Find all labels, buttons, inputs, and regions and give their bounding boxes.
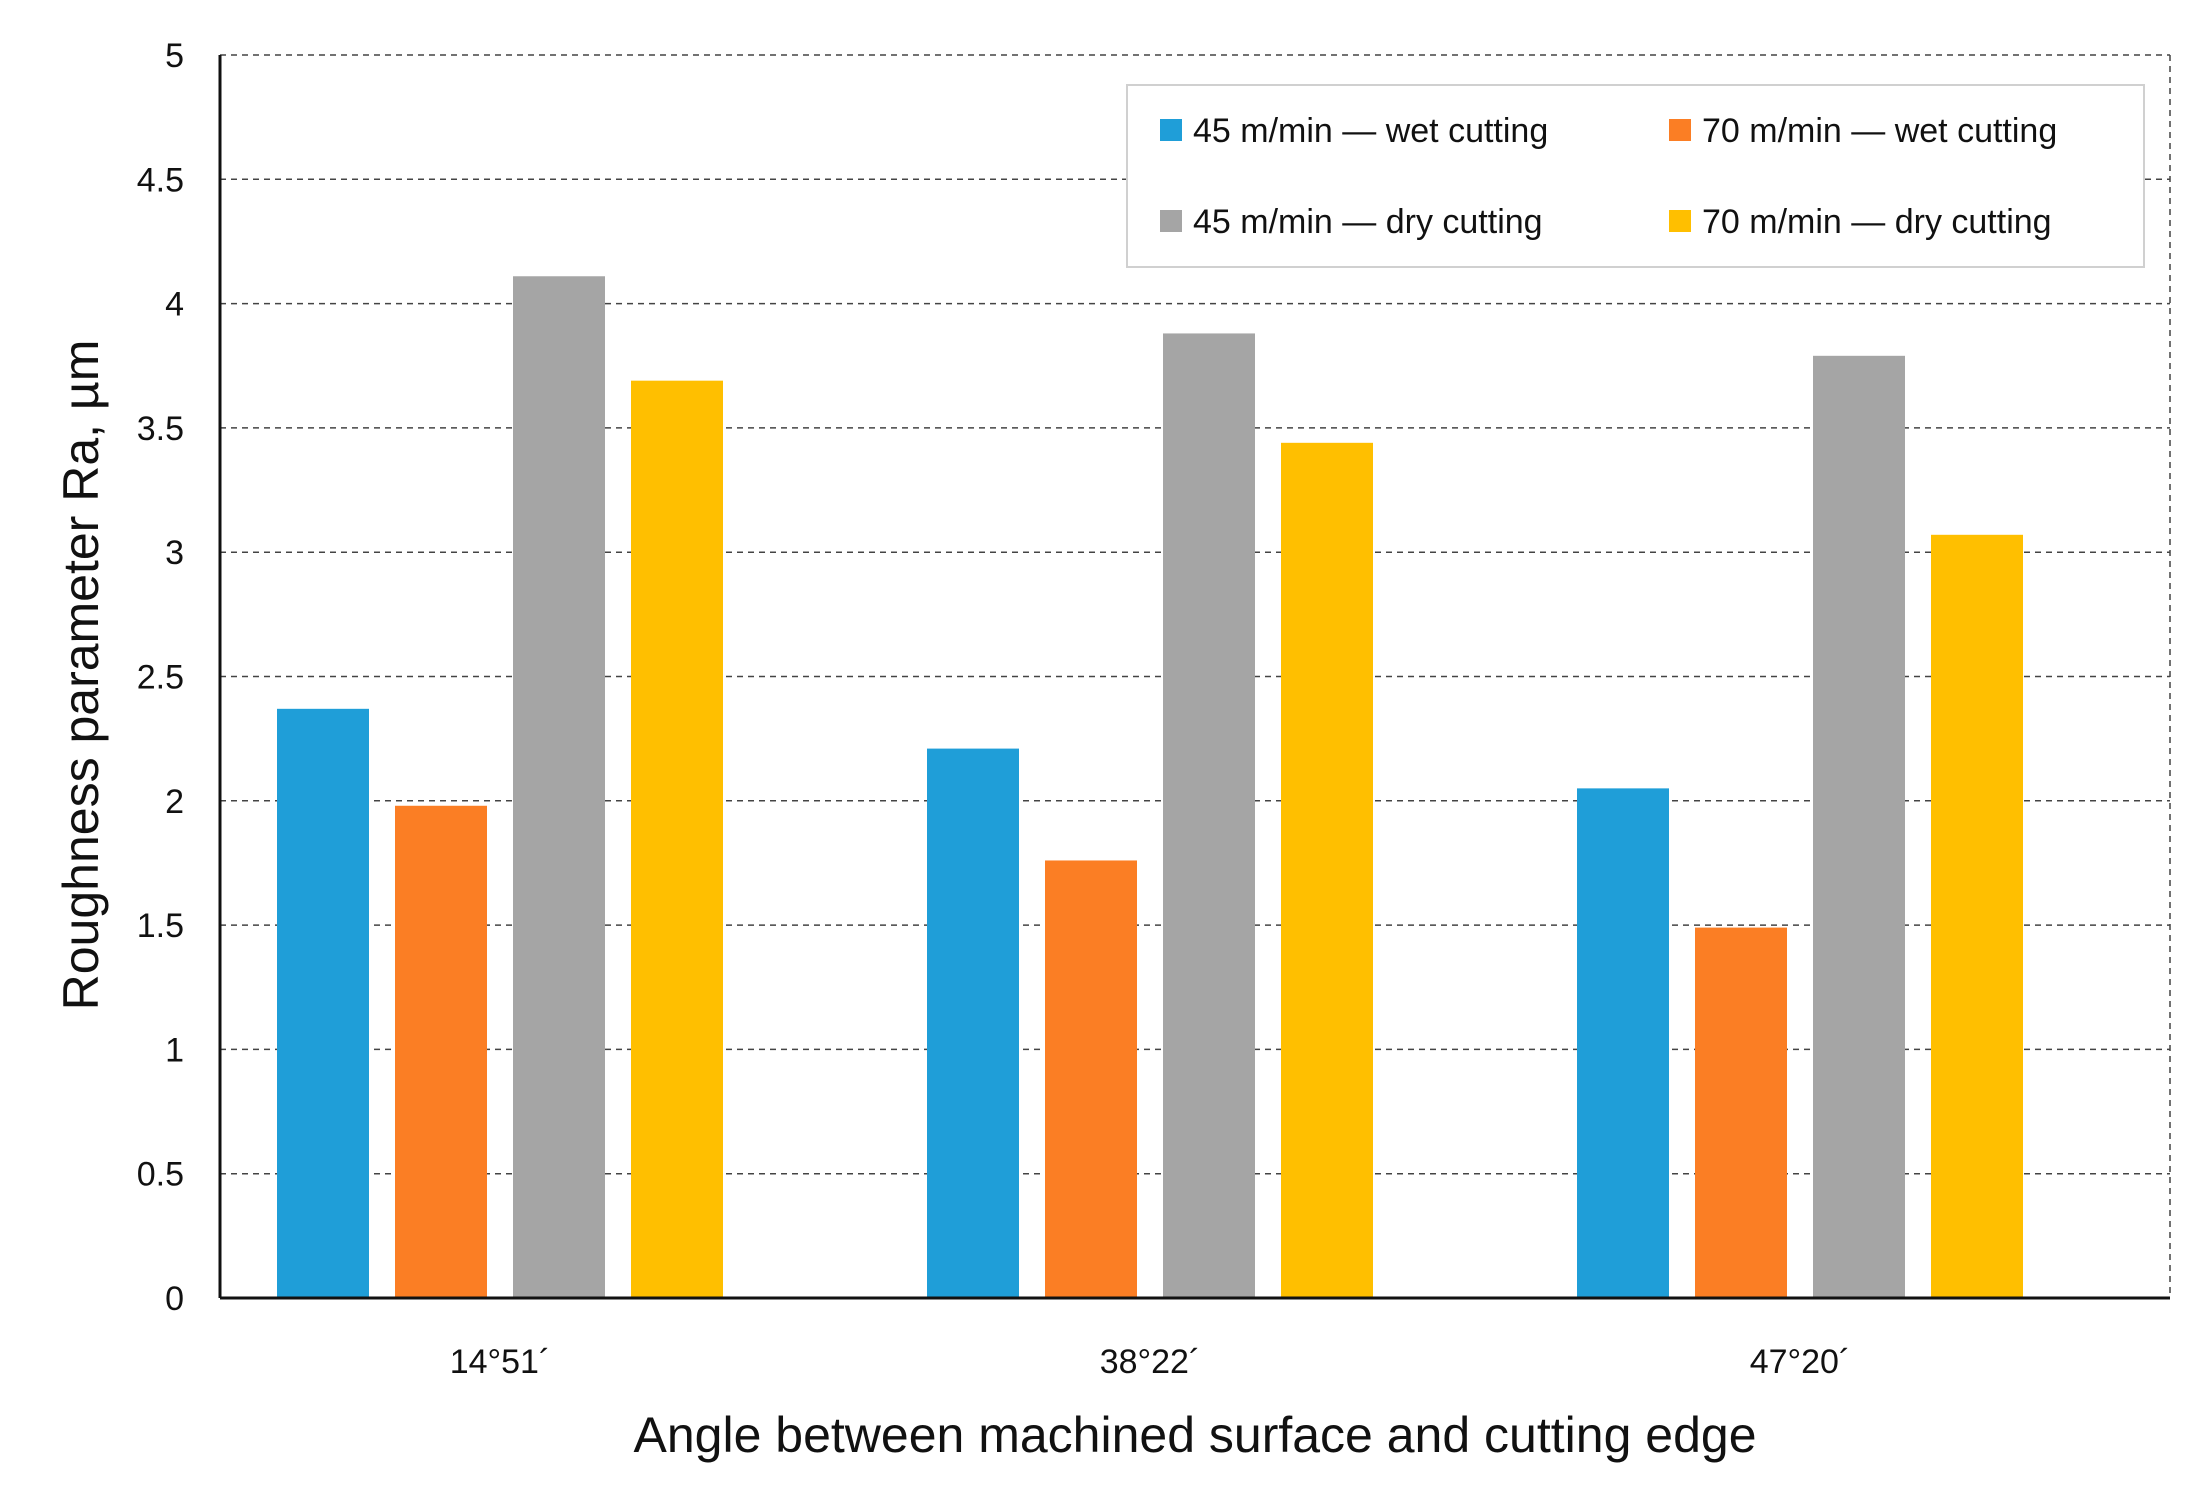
legend: 45 m/min — wet cutting 70 m/min — wet cut… <box>1126 84 2145 268</box>
y-tick-label: 3.5 <box>137 410 184 448</box>
bar-2-3 <box>1695 927 1787 1298</box>
y-tick-label: 0 <box>165 1280 184 1318</box>
bar-4-3 <box>1931 534 2023 1298</box>
y-tick-label: 2 <box>165 783 184 821</box>
bar-3-1 <box>513 276 605 1298</box>
bar-3-3 <box>1813 355 1905 1298</box>
legend-swatch-2 <box>1669 119 1691 141</box>
y-tick-label: 4.5 <box>137 161 184 199</box>
bar-4-2 <box>1281 442 1373 1298</box>
y-tick-label: 1.5 <box>137 907 184 945</box>
y-tick-label: 4 <box>165 286 184 324</box>
x-axis-title: Angle between machined surface and cutti… <box>634 1407 1757 1463</box>
x-category-label: 38°22´ <box>1100 1343 1201 1381</box>
bar-3-2 <box>1163 333 1255 1298</box>
bar-2-2 <box>1045 860 1137 1298</box>
y-tick-label: 5 <box>165 37 184 75</box>
y-axis-title: Roughness parameter Ra, µm <box>53 340 109 1011</box>
legend-swatch-3 <box>1160 210 1182 232</box>
x-category-label: 14°51´ <box>450 1343 551 1381</box>
legend-swatch-1 <box>1160 119 1182 141</box>
legend-swatch-4 <box>1669 210 1691 232</box>
bar-4-1 <box>631 380 723 1298</box>
y-tick-label: 1 <box>165 1031 184 1069</box>
legend-label-4: 70 m/min — dry cutting <box>1702 203 2052 241</box>
bar-1-1 <box>277 708 369 1298</box>
legend-box <box>1126 84 2145 268</box>
bar-1-2 <box>927 748 1019 1298</box>
bar-2-1 <box>395 805 487 1298</box>
y-tick-label: 0.5 <box>137 1156 184 1194</box>
y-tick-label: 3 <box>165 534 184 572</box>
legend-label-2: 70 m/min — wet cutting <box>1702 112 2057 150</box>
y-tick-label: 2.5 <box>137 659 184 697</box>
bar-1-3 <box>1577 788 1669 1298</box>
legend-label-1: 45 m/min — wet cutting <box>1193 112 1548 150</box>
legend-label-3: 45 m/min — dry cutting <box>1193 203 1543 241</box>
x-category-label: 47°20´ <box>1750 1343 1851 1381</box>
